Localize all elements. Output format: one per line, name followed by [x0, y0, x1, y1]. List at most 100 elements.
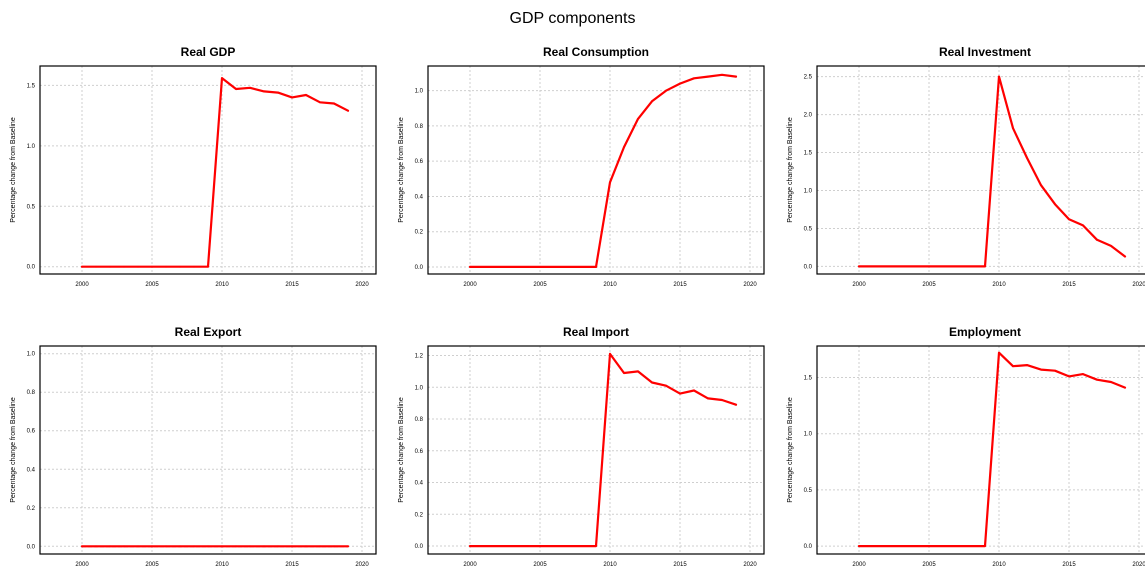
y-axis-label: Percentage change from Baseline — [787, 117, 794, 223]
data-point — [1096, 238, 1098, 241]
y-tick-label: 0.4 — [27, 467, 36, 473]
chart-real-investment: Real Investment 2000 2005 2010 2015 2020 0.0 0.… — [777, 40, 1145, 290]
plot-frame — [816, 65, 1145, 275]
data-point — [1068, 218, 1070, 221]
x-tick-label: 2015 — [1062, 562, 1076, 568]
chart-svg: Real Export 2000 2005 2010 2015 2020 0.0 0.2 0.4… — [10, 325, 377, 568]
y-axis-label: Percentage change from Baseline — [787, 397, 794, 503]
y-tick-label: 2.0 — [804, 113, 813, 119]
data-point — [942, 265, 944, 268]
data-point — [469, 545, 471, 547]
data-point — [872, 545, 874, 548]
y-tick-label: 0.0 — [804, 264, 813, 270]
x-tick-label: 2005 — [922, 562, 936, 568]
data-point — [1124, 386, 1126, 389]
y-tick-label: 0.0 — [27, 265, 36, 271]
chart-svg: Real Import 2000 2005 2010 2015 2020 0.0 0.2 0.4… — [398, 325, 765, 568]
plot-frame — [427, 345, 765, 555]
x-tick-label: 2020 — [1132, 562, 1145, 568]
data-point — [1096, 378, 1098, 381]
data-point — [609, 181, 611, 184]
y-axis-label: Percentage change from Baseline — [398, 397, 405, 503]
x-tick-label: 2000 — [852, 562, 866, 568]
data-point — [886, 265, 888, 268]
plot-frame — [39, 345, 377, 555]
data-point — [277, 91, 279, 94]
y-tick-label: 0.0 — [27, 544, 36, 550]
data-point — [305, 94, 307, 96]
y-tick-label: 2.5 — [804, 75, 813, 81]
data-point — [858, 265, 860, 268]
y-tick-label: 0.4 — [415, 481, 424, 487]
data-point — [595, 266, 597, 268]
data-point — [207, 545, 209, 548]
x-tick-label: 2005 — [145, 562, 159, 568]
data-point — [179, 545, 181, 548]
data-point — [81, 545, 83, 548]
x-tick-label: 2000 — [75, 562, 89, 568]
series-line — [857, 75, 1127, 268]
data-point — [221, 77, 223, 79]
data-point — [886, 545, 888, 548]
y-axis-label: Percentage change from Baseline — [10, 117, 17, 223]
data-point — [511, 545, 513, 547]
y-tick-label: 0.5 — [804, 226, 813, 232]
data-point — [970, 265, 972, 268]
chart-real-export: Real Export 2000 2005 2010 2015 2020 0.0 0.2 0.4… — [0, 320, 380, 570]
data-point — [1054, 369, 1056, 372]
data-point — [193, 545, 195, 548]
x-tick-label: 2015 — [285, 562, 299, 568]
x-tick-label: 2020 — [355, 282, 369, 288]
chart-real-gdp: Real GDP 2000 2005 2010 2015 2020 0.0 0.5 1.0 1.5… — [0, 40, 380, 290]
y-tick-label: 0.0 — [415, 544, 424, 550]
data-point — [707, 75, 709, 78]
data-point — [609, 353, 611, 355]
y-tick-label: 1.5 — [27, 83, 36, 89]
data-point — [1082, 373, 1084, 376]
data-point — [928, 265, 930, 268]
y-tick-label: 1.0 — [804, 188, 813, 194]
data-point — [235, 545, 237, 548]
data-point — [539, 266, 541, 268]
data-point — [95, 265, 97, 268]
y-tick-label: 0.0 — [415, 265, 424, 271]
data-point — [735, 403, 737, 406]
data-point — [165, 265, 167, 268]
data-point — [137, 265, 139, 268]
data-point — [81, 265, 83, 268]
data-point — [483, 266, 485, 268]
data-point — [483, 545, 485, 547]
data-point — [525, 545, 527, 547]
y-tick-label: 1.0 — [415, 89, 424, 95]
data-point — [305, 545, 307, 548]
data-point — [956, 265, 958, 268]
chart-title: Real Investment — [939, 45, 1031, 59]
data-point — [581, 266, 583, 268]
data-point — [497, 545, 499, 547]
data-point — [511, 266, 513, 268]
data-point — [721, 399, 723, 401]
data-point — [900, 265, 902, 268]
data-point — [553, 545, 555, 547]
plot-frame — [39, 65, 377, 275]
y-axis-label: Percentage change from Baseline — [10, 397, 17, 503]
data-point — [319, 545, 321, 548]
data-point — [263, 545, 265, 548]
chart-real-import: Real Import 2000 2005 2010 2015 2020 0.0 0.2 0.4… — [388, 320, 768, 570]
x-tick-label: 2000 — [852, 282, 866, 288]
data-point — [1110, 245, 1112, 247]
chart-title: Employment — [949, 325, 1021, 339]
y-tick-label: 0.8 — [27, 390, 36, 396]
chart-title: Real Consumption — [543, 45, 649, 59]
x-tick-label: 2020 — [355, 562, 369, 568]
data-point — [623, 146, 625, 148]
x-tick-label: 2015 — [673, 562, 687, 568]
data-point — [1082, 224, 1084, 227]
y-tick-label: 1.0 — [415, 385, 424, 391]
data-point — [525, 266, 527, 268]
x-tick-label: 2000 — [463, 562, 477, 568]
series-line — [468, 73, 738, 268]
data-point — [679, 82, 681, 85]
data-point — [539, 545, 541, 547]
data-point — [109, 265, 111, 268]
